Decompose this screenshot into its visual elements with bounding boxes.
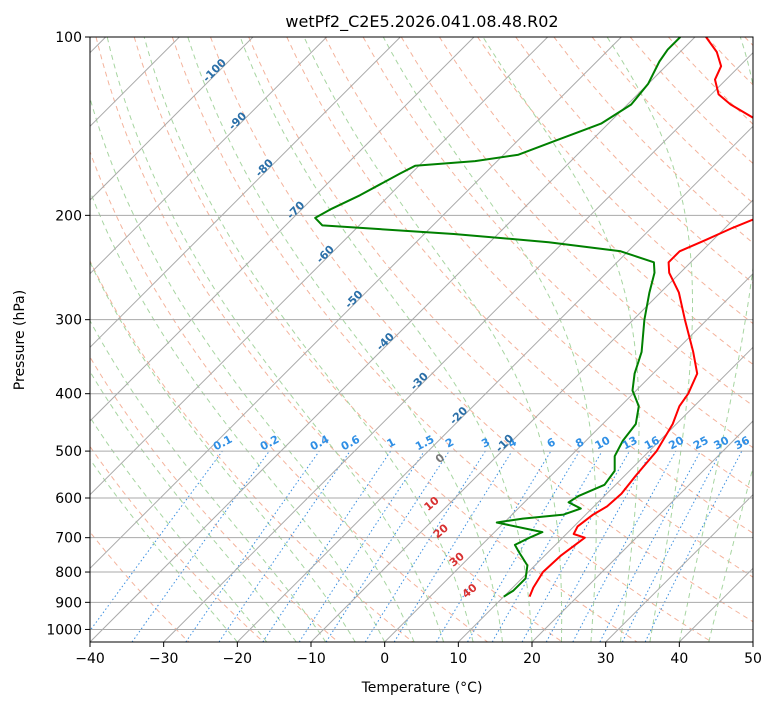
chart-title: wetPf2_C2E5.2026.041.08.48.R02	[285, 12, 558, 32]
y-tick-label: 100	[55, 30, 82, 46]
mixing-ratio-line	[572, 450, 677, 642]
y-tick-label: 700	[55, 531, 82, 547]
y-tick-label: 200	[55, 208, 82, 224]
mixing-ratio-label: 16	[642, 434, 662, 453]
isotherm	[605, 493, 753, 642]
moist-adiabat	[382, 37, 597, 642]
mixing-ratio-line	[521, 450, 630, 642]
x-tick-label: 10	[449, 651, 467, 667]
mixing-ratio-label: 30	[712, 434, 732, 453]
grid-layer	[90, 37, 753, 642]
y-tick-label: 500	[55, 444, 82, 460]
y-tick-label: 600	[55, 491, 82, 507]
y-tick-label: 900	[55, 595, 82, 611]
isotherm	[90, 37, 696, 642]
dry-adiabat	[90, 445, 264, 642]
isotherm	[90, 37, 401, 349]
isotherm	[457, 346, 753, 642]
isotherm	[236, 125, 753, 642]
mixing-ratio-line	[644, 450, 743, 642]
x-axis-label: Temperature (°C)	[361, 680, 483, 696]
moist-adiabat	[187, 37, 503, 642]
isotherm	[90, 37, 328, 275]
isotherm	[531, 420, 753, 642]
moist-adiabat	[90, 458, 238, 642]
sounding-line	[528, 37, 753, 597]
moist-adiabat	[143, 37, 474, 642]
mixing-ratio-line	[325, 450, 450, 642]
mixing-ratio-line	[298, 450, 425, 642]
moist-adiabat	[90, 260, 356, 642]
moist-adiabat	[606, 37, 693, 642]
moist-adiabat	[90, 370, 297, 642]
dry-adiabat	[90, 150, 488, 642]
y-tick-label: 400	[55, 387, 82, 403]
x-tick-label: −40	[75, 651, 105, 667]
ticks-layer: −40 −30 −20 −10 0 10 20 30 40 50 100 200 300 400 500 60…	[46, 30, 762, 667]
x-tick-label: 20	[523, 651, 541, 667]
dry-adiabat	[400, 37, 753, 407]
isotherm	[90, 37, 475, 422]
isotherm	[163, 51, 753, 642]
mixing-ratio-line	[90, 450, 223, 632]
mixing-ratio-line	[262, 450, 392, 642]
moist-adiabat	[90, 416, 268, 642]
isotherm	[384, 272, 753, 642]
y-tick-label: 800	[55, 565, 82, 581]
mixing-ratio-label: 13	[620, 434, 640, 453]
dry-adiabat	[95, 37, 563, 642]
mixing-ratio-label: 10	[593, 434, 613, 453]
series-layer	[314, 37, 753, 598]
sounding-line	[314, 37, 682, 598]
dry-adiabat	[210, 37, 753, 623]
x-tick-label: −10	[296, 651, 326, 667]
plot-background	[90, 37, 753, 642]
mixing-ratio-line	[218, 450, 351, 642]
y-tick-label: 300	[55, 313, 82, 329]
mixing-ratio-label: 25	[691, 434, 711, 453]
dry-adiabat	[324, 37, 753, 491]
moist-adiabat	[482, 37, 640, 642]
moist-adiabat	[303, 37, 563, 642]
y-axis-label: Pressure (hPa)	[12, 290, 28, 390]
y-tick-label: 1000	[46, 622, 82, 638]
mixing-ratio-label: 36	[732, 434, 752, 453]
x-tick-label: 40	[670, 651, 688, 667]
isotherm	[90, 37, 254, 201]
x-tick-label: 30	[597, 651, 615, 667]
dry-adiabat	[248, 37, 753, 578]
dry-adiabat	[362, 37, 753, 449]
mixing-ratio-label: 20	[666, 434, 686, 453]
moist-adiabat	[106, 37, 445, 642]
x-tick-label: −20	[223, 651, 253, 667]
isotherm	[310, 199, 753, 642]
plot-frame	[89, 36, 754, 643]
isotherm	[752, 641, 753, 642]
isotherm	[90, 37, 622, 570]
isotherm	[90, 37, 549, 496]
x-tick-label: 0	[380, 651, 389, 667]
x-tick-label: 50	[744, 651, 762, 667]
moist-adiabat	[90, 189, 386, 642]
x-tick-label: −30	[149, 651, 179, 667]
mixing-ratio-line	[185, 450, 320, 642]
dry-adiabat	[133, 37, 638, 642]
mixing-ratio-line	[131, 450, 270, 642]
mixing-ratio-line	[393, 450, 513, 642]
moist-adiabat	[239, 37, 533, 642]
mixing-ratio-line	[545, 450, 653, 642]
